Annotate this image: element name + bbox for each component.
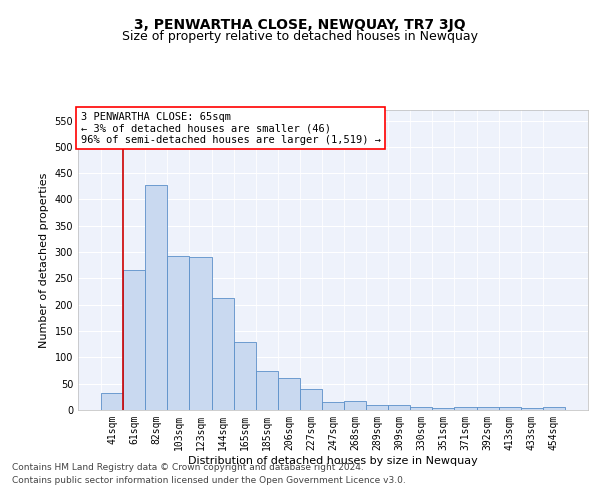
Bar bbox=[388, 404, 410, 410]
Bar bbox=[322, 402, 344, 410]
Bar bbox=[344, 400, 366, 410]
Bar bbox=[278, 378, 300, 410]
Bar bbox=[256, 370, 278, 410]
Bar bbox=[454, 407, 476, 410]
Bar bbox=[233, 342, 256, 410]
Text: Contains HM Land Registry data © Crown copyright and database right 2024.: Contains HM Land Registry data © Crown c… bbox=[12, 464, 364, 472]
Bar bbox=[123, 270, 145, 410]
Y-axis label: Number of detached properties: Number of detached properties bbox=[39, 172, 49, 348]
Bar bbox=[101, 393, 123, 410]
Text: 3, PENWARTHA CLOSE, NEWQUAY, TR7 3JQ: 3, PENWARTHA CLOSE, NEWQUAY, TR7 3JQ bbox=[134, 18, 466, 32]
Bar bbox=[476, 408, 499, 410]
Bar bbox=[145, 186, 167, 410]
Bar bbox=[521, 408, 543, 410]
Text: Size of property relative to detached houses in Newquay: Size of property relative to detached ho… bbox=[122, 30, 478, 43]
Bar bbox=[499, 408, 521, 410]
Bar bbox=[366, 404, 388, 410]
Bar bbox=[433, 408, 454, 410]
Bar bbox=[543, 407, 565, 410]
Bar bbox=[410, 408, 433, 410]
Text: Contains public sector information licensed under the Open Government Licence v3: Contains public sector information licen… bbox=[12, 476, 406, 485]
Bar bbox=[212, 298, 233, 410]
Text: 3 PENWARTHA CLOSE: 65sqm
← 3% of detached houses are smaller (46)
96% of semi-de: 3 PENWARTHA CLOSE: 65sqm ← 3% of detache… bbox=[80, 112, 380, 144]
X-axis label: Distribution of detached houses by size in Newquay: Distribution of detached houses by size … bbox=[188, 456, 478, 466]
Bar bbox=[167, 256, 190, 410]
Bar bbox=[300, 389, 322, 410]
Bar bbox=[190, 257, 212, 410]
